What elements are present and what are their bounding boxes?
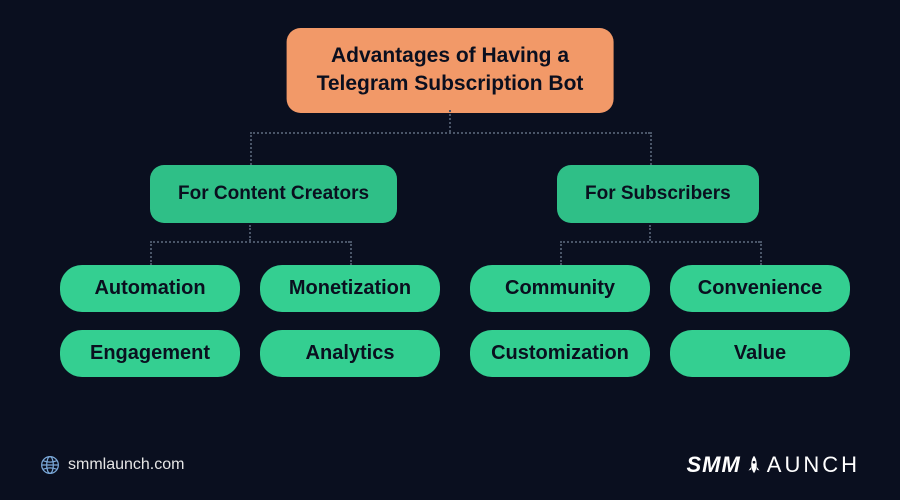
rocket-icon — [743, 454, 765, 476]
leaf-label: Monetization — [289, 277, 411, 299]
diagram-title: Advantages of Having a Telegram Subscrip… — [287, 28, 614, 113]
site-text: smmlaunch.com — [68, 456, 184, 474]
connector — [449, 110, 451, 132]
connector — [560, 241, 760, 243]
leaf-engagement: Engagement — [60, 330, 240, 377]
leaf-community: Community — [470, 265, 650, 312]
connector — [760, 241, 762, 265]
connector — [150, 241, 152, 265]
leaf-customization: Customization — [470, 330, 650, 377]
connector — [649, 225, 651, 241]
leaf-label: Convenience — [698, 277, 822, 299]
leaf-analytics: Analytics — [260, 330, 440, 377]
category-label: For Subscribers — [585, 183, 731, 204]
connector — [350, 241, 352, 265]
leaf-automation: Automation — [60, 265, 240, 312]
connector — [249, 225, 251, 241]
leaf-convenience: Convenience — [670, 265, 850, 312]
leaf-label: Value — [734, 342, 786, 364]
brand-logo: SMM AUNCH — [686, 452, 860, 478]
leaf-monetization: Monetization — [260, 265, 440, 312]
site-link: smmlaunch.com — [40, 455, 184, 475]
leaf-value: Value — [670, 330, 850, 377]
leaf-label: Community — [505, 277, 615, 299]
title-line2: Telegram Subscription Bot — [317, 72, 584, 95]
leaf-label: Engagement — [90, 342, 210, 364]
category-label: For Content Creators — [178, 183, 369, 204]
leaf-label: Customization — [491, 342, 629, 364]
brand-thin: AUNCH — [767, 452, 860, 478]
connector — [250, 132, 650, 134]
globe-icon — [40, 455, 60, 475]
leaf-label: Analytics — [306, 342, 395, 364]
title-line1: Advantages of Having a — [331, 44, 569, 67]
connector — [150, 241, 350, 243]
footer: smmlaunch.com SMM AUNCH — [0, 452, 900, 478]
category-content-creators: For Content Creators — [150, 165, 397, 223]
leaf-label: Automation — [94, 277, 205, 299]
connector — [250, 132, 252, 165]
category-subscribers: For Subscribers — [557, 165, 759, 223]
connector — [650, 132, 652, 165]
brand-bold: SMM — [686, 452, 740, 478]
connector — [560, 241, 562, 265]
